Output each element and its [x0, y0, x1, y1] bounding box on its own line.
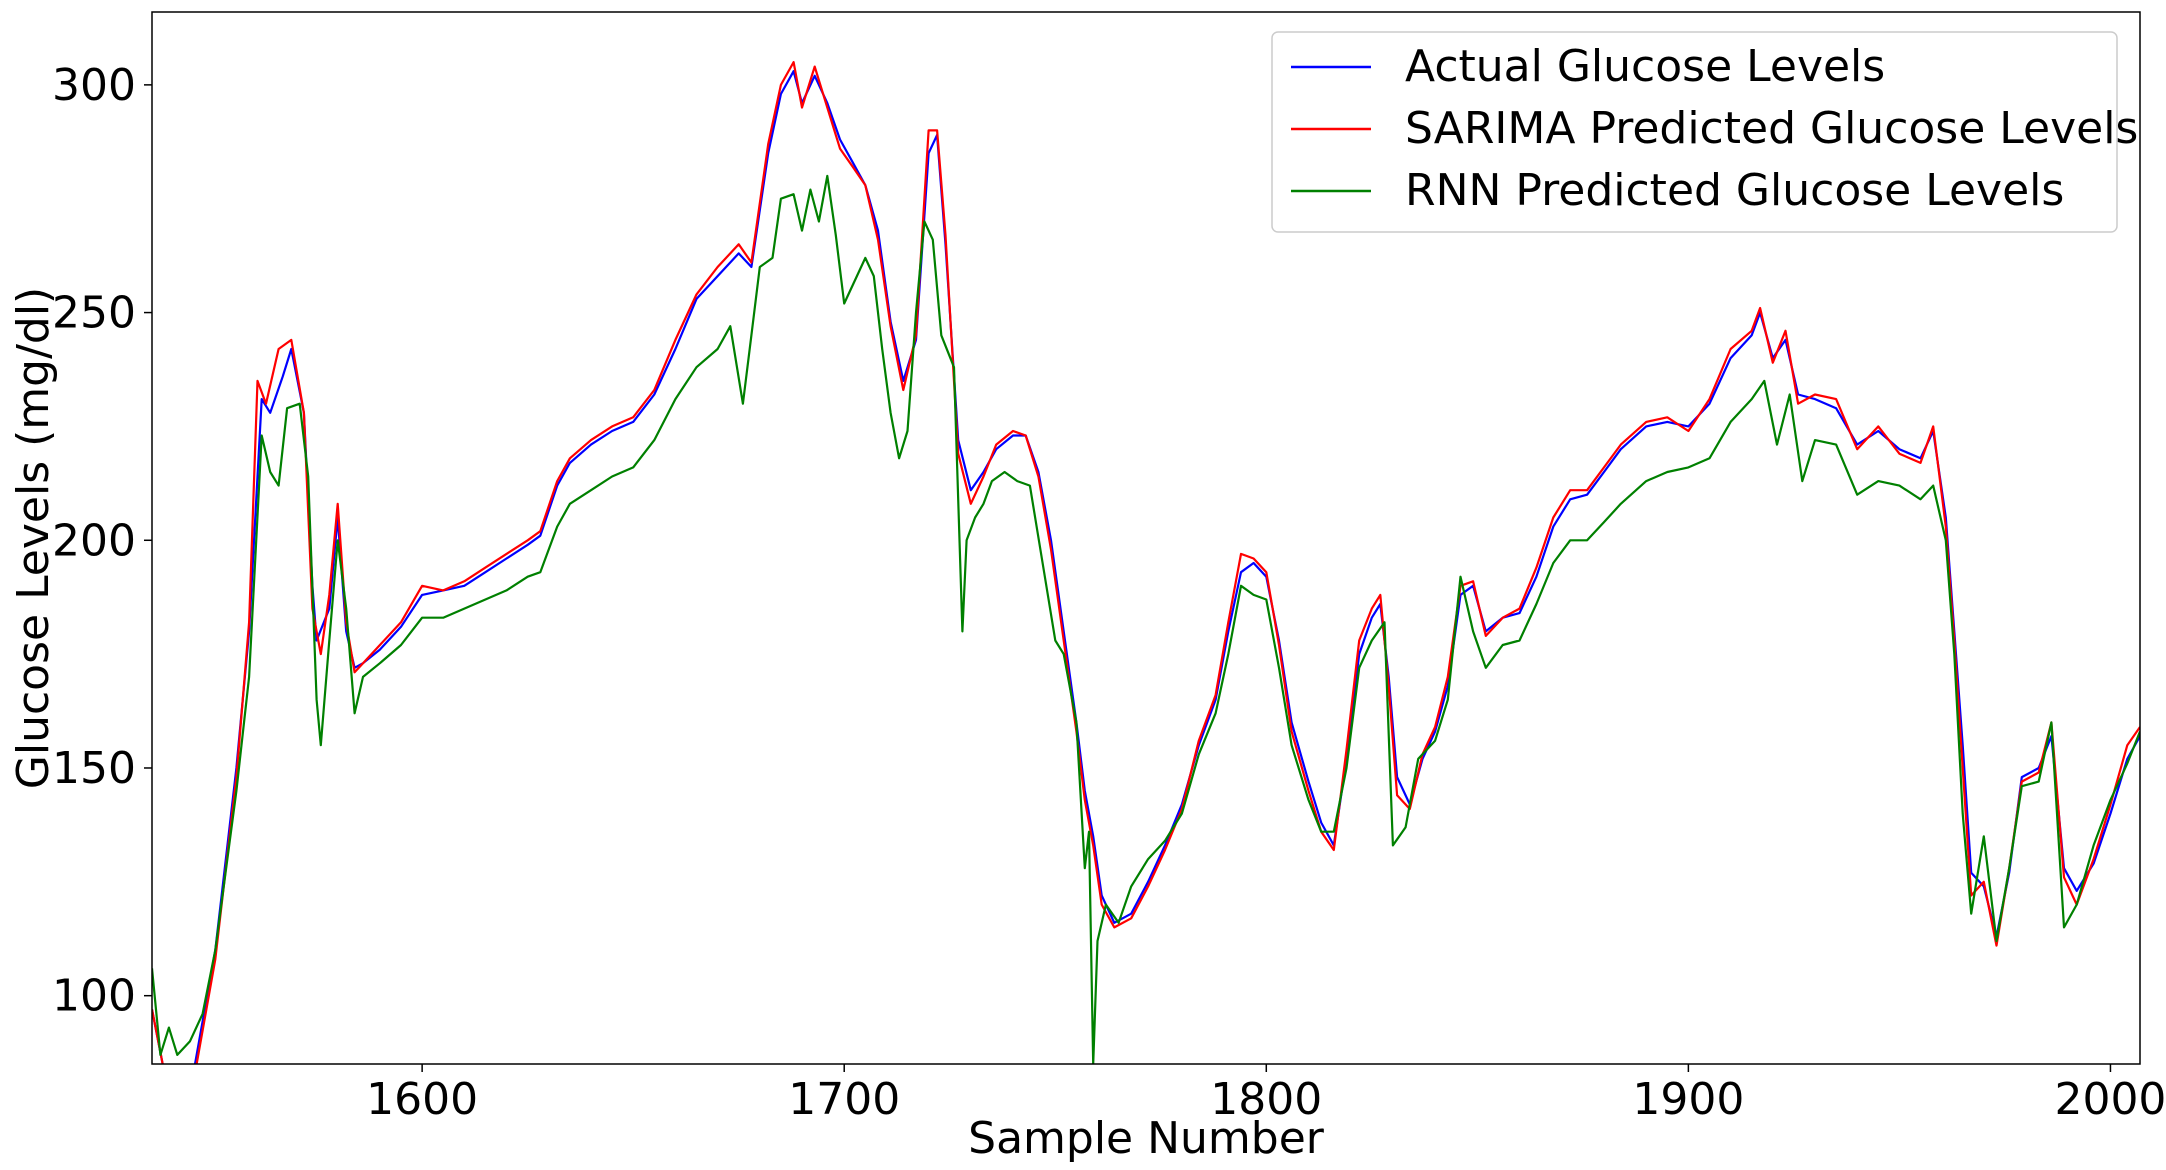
- legend-label-actual: Actual Glucose Levels: [1405, 41, 1885, 92]
- x-tick-label: 1600: [366, 1074, 478, 1125]
- series-line-sarima: [152, 60, 2140, 1064]
- x-axis: 1600 1700 1800 1900 2000: [366, 1064, 2166, 1125]
- y-tick-label: 250: [52, 288, 136, 339]
- y-tick-label: 100: [52, 971, 136, 1022]
- plot-frame: [151, 11, 2141, 1065]
- x-tick-label: 2000: [2054, 1074, 2166, 1125]
- legend: Actual Glucose Levels SARIMA Predicted G…: [1271, 31, 2138, 233]
- y-tick-label: 300: [52, 60, 136, 111]
- x-tick-label: 1900: [1632, 1074, 1744, 1125]
- series-layer: [152, 60, 2140, 1064]
- series-line-actual: [152, 70, 2140, 1064]
- x-tick-label: 1700: [788, 1074, 900, 1125]
- legend-label-rnn: RNN Predicted Glucose Levels: [1405, 165, 2064, 216]
- y-axis-title: Glucose Levels (mg/dl): [8, 287, 59, 789]
- legend-label-sarima: SARIMA Predicted Glucose Levels: [1405, 103, 2138, 154]
- x-tick-label: 1800: [1210, 1074, 1322, 1125]
- x-axis-title: Sample Number: [968, 1113, 1325, 1164]
- series-line-rnn: [152, 174, 2140, 1064]
- y-axis: 100 150 200 250 300: [52, 60, 152, 1022]
- y-tick-label: 200: [52, 515, 136, 566]
- y-tick-label: 150: [52, 743, 136, 794]
- legend-box: [1271, 31, 2118, 233]
